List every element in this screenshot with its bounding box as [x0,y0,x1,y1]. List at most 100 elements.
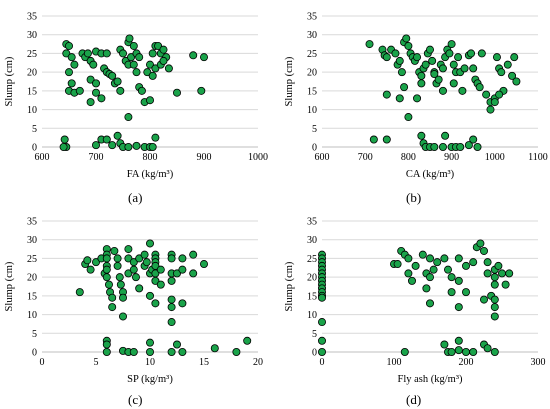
data-point [148,142,157,151]
data-point [151,64,160,73]
data-point [505,269,514,278]
data-point [210,344,219,353]
data-point [454,303,463,312]
data-point [407,276,416,285]
data-point [425,273,434,282]
y-tick-label: 5 [32,329,37,340]
data-point [445,49,454,58]
data-point [467,49,476,58]
data-point [135,284,144,293]
data-point [83,256,92,265]
data-point [318,293,327,302]
data-point [490,347,499,356]
data-point [189,51,198,60]
data-point [365,40,374,49]
data-point [479,246,488,255]
y-tick-label: 30 [307,30,317,41]
y-tick-label: 30 [307,235,317,246]
data-point [135,53,144,62]
caption-b: (b) [406,190,422,205]
data-point [65,41,74,50]
x-tick-label: 5 [94,357,99,368]
data-point [469,64,478,73]
data-point [129,265,138,274]
y-tick-label: 0 [312,143,317,154]
data-point [124,269,133,278]
y-axis-label: Slump (cm) [4,56,15,106]
data-point [172,340,181,349]
data-point [497,269,506,278]
y-tick-label: 5 [312,124,317,135]
x-tick-label: 100 [387,357,402,368]
data-point [108,303,117,312]
y-tick-label: 0 [312,348,317,359]
data-point [490,98,499,107]
data-point [447,40,456,49]
data-point [113,131,122,140]
y-tick-label: 15 [307,86,317,97]
data-point [197,86,206,95]
x-tick-label: 20 [253,357,263,368]
data-point [449,60,458,69]
data-point [124,113,133,122]
data-point [510,53,519,62]
y-tick-label: 25 [27,254,37,265]
data-point [125,34,134,43]
data-point [391,49,400,58]
y-tick-label: 35 [27,12,37,23]
x-tick-label: 10 [145,357,155,368]
data-point [129,60,138,69]
data-point [140,250,149,259]
x-tick-label: 1100 [528,152,548,163]
data-point [108,141,117,150]
data-point [148,49,157,58]
data-point [417,79,426,88]
data-point [164,64,173,73]
data-point [124,142,133,151]
data-point [167,254,176,263]
chart-sp-slump: 0 5 10 15 20 25 30 35 0 5 10 15 20 SP (kg/m³) Slump (c… [4,217,263,386]
data-point [395,56,404,65]
y-axis-label: Slump (cm) [4,261,15,311]
data-point [469,135,478,144]
data-point [404,269,413,278]
data-point [116,280,125,289]
data-point [443,265,452,274]
data-point [167,276,176,285]
data-point [369,135,378,144]
y-axis-label: Slump (cm) [284,56,295,106]
data-point [438,64,447,73]
data-point [318,347,327,356]
data-point [447,288,456,297]
y-tick-label: 25 [27,49,37,60]
data-point [102,265,111,274]
data-point [124,254,133,263]
data-point [494,261,503,270]
data-point [75,86,84,95]
data-point [132,68,141,77]
data-point [102,273,111,282]
data-point [486,105,495,114]
data-point [382,90,391,99]
data-point [404,41,413,50]
data-point [119,49,128,58]
y-tick-label: 10 [307,105,317,116]
y-tick-label: 5 [312,329,317,340]
data-point [393,260,402,269]
y-tick-label: 20 [307,273,317,284]
data-point [428,56,437,65]
data-point [441,131,450,140]
data-point [469,258,478,267]
data-point [497,68,506,77]
data-point [108,293,117,302]
data-point [417,131,426,140]
chart-flyash-slump: 0 5 10 15 20 25 30 35 0 100 200 300 Fly ash (kg/m³) S… [284,217,546,386]
data-point [154,41,163,50]
data-point [172,88,181,97]
chart-panel-d: 0 5 10 15 20 25 30 35 0 100 200 300 Fly ash (kg/m³) S… [280,205,550,405]
data-point [75,288,84,297]
data-point [89,60,98,69]
data-point [108,71,117,80]
data-point [382,53,391,62]
y-tick-label: 35 [307,217,317,228]
